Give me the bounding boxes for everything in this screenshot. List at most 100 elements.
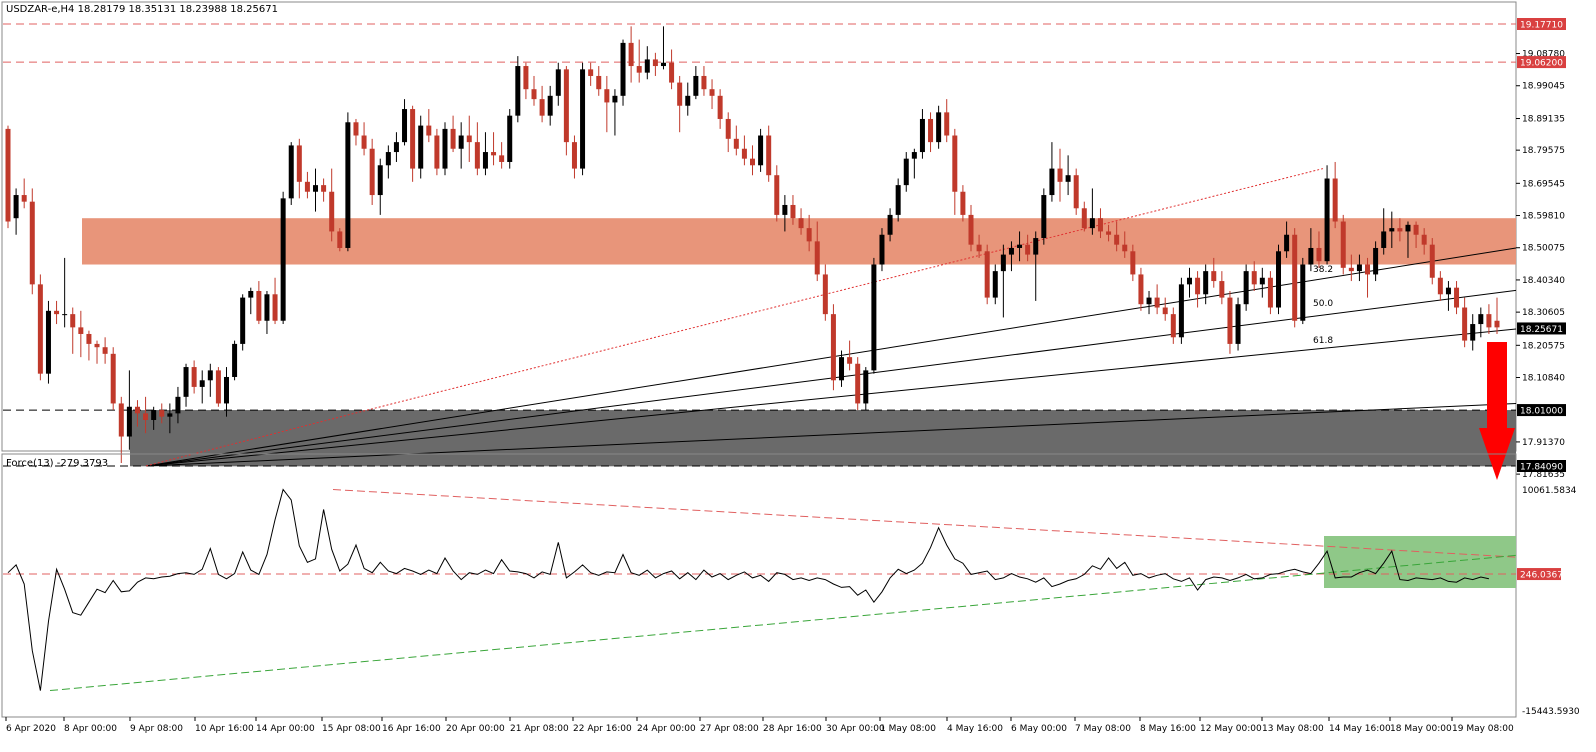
candle-body	[1000, 254, 1006, 272]
candle-body	[1114, 234, 1120, 245]
candle-body	[571, 142, 577, 169]
candle	[1259, 267, 1265, 298]
candle-body	[1332, 178, 1338, 222]
time-tick-label: 4 May 16:00	[947, 724, 1003, 734]
candle-body	[1138, 274, 1144, 305]
candle	[507, 109, 513, 169]
candle-body	[919, 118, 925, 153]
candle-body	[151, 410, 157, 420]
candle-body	[78, 327, 84, 334]
time-tick-label: 10 Apr 16:00	[195, 724, 254, 734]
fib-labels: 38.2 50.0 61.8	[1313, 265, 1333, 346]
candle	[701, 66, 707, 96]
zones	[82, 218, 1516, 467]
candle	[126, 370, 132, 450]
candle-body	[976, 244, 982, 252]
time-tick-label: 7 May 08:00	[1075, 724, 1131, 734]
candle	[806, 214, 812, 252]
candle	[620, 39, 626, 106]
time-tick-label: 14 Apr 00:00	[256, 724, 315, 734]
candle-body	[669, 62, 675, 83]
candle	[539, 85, 545, 123]
candle	[1470, 314, 1476, 351]
candle	[110, 347, 116, 411]
candle-body	[1203, 271, 1209, 295]
candle	[280, 191, 286, 325]
force-header: Force(13) -279.3793	[6, 458, 108, 469]
price-tag-current: 18.25671	[1517, 322, 1566, 335]
candle-body	[240, 297, 246, 344]
candle-body	[1122, 244, 1128, 252]
candle-body	[418, 125, 424, 169]
candle-body	[1381, 231, 1387, 248]
candle	[709, 79, 715, 110]
candle-body	[110, 353, 116, 404]
price-tag-label: 19.06200	[1520, 59, 1563, 69]
candle-body	[604, 89, 610, 103]
candle-body	[499, 155, 505, 162]
time-tick-label: 8 May 16:00	[1140, 724, 1196, 734]
candle	[531, 75, 537, 106]
time-tick-label: 15 Apr 08:00	[322, 724, 381, 734]
price-tag-resistance: 19.06200	[1517, 56, 1566, 69]
candle	[669, 49, 675, 90]
candle	[928, 112, 934, 153]
time-tick-label: 1 May 08:00	[880, 724, 936, 734]
price-tick-label: 18.40340	[1522, 276, 1565, 286]
candle-body	[612, 95, 618, 103]
candle-body	[159, 410, 165, 417]
time-tick-label: 6 Apr 2020	[6, 724, 56, 734]
candle	[936, 105, 942, 149]
candle	[1017, 231, 1023, 262]
candles	[5, 26, 1500, 463]
candle	[1170, 307, 1176, 344]
candle	[466, 115, 472, 162]
time-tick-label: 6 May 00:00	[1011, 724, 1067, 734]
force-level-tag: 246.0367	[1517, 568, 1563, 581]
candle-body	[183, 367, 189, 397]
candle-body	[1316, 247, 1322, 262]
price-tag-label: 17.84090	[1520, 463, 1563, 473]
candle	[248, 287, 254, 315]
candle-body	[1186, 277, 1192, 285]
candle	[345, 112, 351, 252]
price-tag-resistance: 19.17710	[1517, 18, 1566, 31]
price-tag-bg	[1517, 460, 1566, 472]
candle-body	[1130, 251, 1136, 275]
candle	[839, 350, 845, 387]
time-tick-label: 24 Apr 00:00	[637, 724, 696, 734]
candle-body	[134, 406, 140, 414]
candle	[515, 56, 521, 123]
candle-body	[199, 380, 205, 387]
candle	[256, 281, 262, 325]
time-tick-label: 12 May 00:00	[1200, 724, 1262, 734]
candle	[1445, 281, 1451, 311]
candle	[1065, 155, 1071, 196]
candle	[240, 294, 246, 351]
price-tag-label: 18.01000	[1520, 407, 1563, 417]
candle-body	[887, 214, 893, 235]
candle-body	[1081, 208, 1087, 229]
candle	[1437, 271, 1443, 301]
candle	[693, 66, 699, 100]
candle	[1462, 297, 1468, 348]
candle-body	[847, 357, 853, 364]
candle-body	[1025, 244, 1031, 255]
candle	[741, 135, 747, 166]
time-axis: 6 Apr 2020 8 Apr 00:00 9 Apr 08:00 10 Apr 1…	[5, 717, 1514, 734]
candle	[903, 152, 909, 192]
main-header: USDZAR-e,H4 18.28179 18.35131 18.23988 1…	[6, 4, 278, 15]
candle	[1316, 231, 1322, 268]
candle	[652, 52, 658, 76]
candle-body	[175, 396, 181, 414]
candle	[887, 208, 893, 242]
candle	[491, 132, 497, 166]
candle-body	[531, 89, 537, 100]
candle	[288, 142, 294, 205]
candle	[580, 62, 586, 176]
candle	[442, 122, 448, 176]
candle	[167, 403, 173, 434]
time-tick-label: 30 Apr 00:00	[826, 724, 885, 734]
candle	[863, 367, 869, 411]
